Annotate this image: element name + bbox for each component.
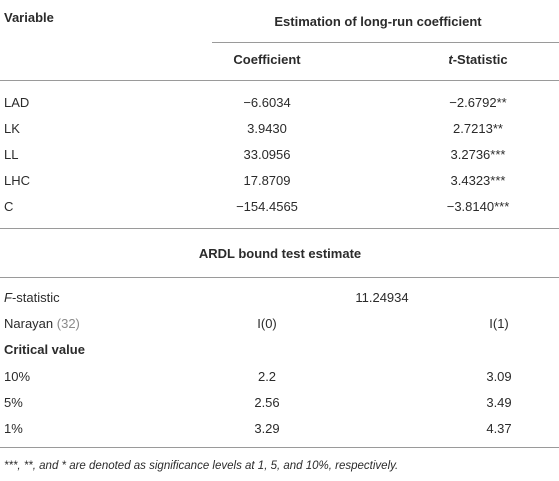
rule bbox=[0, 277, 559, 278]
critical-i0: 3.29 bbox=[254, 421, 280, 436]
coefficient: 17.8709 bbox=[243, 173, 291, 188]
significance-level: 5% bbox=[4, 395, 23, 410]
variable: LK bbox=[4, 121, 20, 136]
coefficient: −6.6034 bbox=[243, 95, 291, 110]
critical-i0: 2.2 bbox=[257, 369, 277, 384]
coefficient: 33.0956 bbox=[243, 147, 291, 162]
bound-label: I(0) bbox=[257, 316, 277, 331]
rule bbox=[0, 80, 559, 81]
t-statistic: 2.7213** bbox=[453, 121, 503, 136]
t-statistic: −2.6792** bbox=[449, 95, 507, 110]
coefficient: −154.4565 bbox=[236, 199, 298, 214]
coefficient: 3.9430 bbox=[247, 121, 287, 136]
t-statistic: −3.8140*** bbox=[446, 199, 510, 214]
variable: LL bbox=[4, 147, 19, 162]
header-column: t-Statistic bbox=[448, 52, 508, 67]
critical-i1: 3.09 bbox=[486, 369, 512, 384]
header-group: Estimation of long-run coefficient bbox=[274, 14, 482, 29]
rule bbox=[0, 228, 559, 229]
critical-i1: 3.49 bbox=[486, 395, 512, 410]
header-column: Coefficient bbox=[233, 52, 301, 67]
narayan-label: Narayan bbox=[4, 316, 54, 331]
t-statistic: 3.4323*** bbox=[450, 173, 506, 188]
variable: C bbox=[4, 199, 14, 214]
section-title: ARDL bound test estimate bbox=[198, 246, 362, 261]
significance-level: 1% bbox=[4, 421, 23, 436]
f-label: F-statistic bbox=[4, 290, 60, 305]
rule bbox=[0, 447, 559, 448]
citation[interactable]: (32) bbox=[56, 316, 80, 331]
variable: LHC bbox=[4, 173, 31, 188]
bound-label: I(1) bbox=[489, 316, 509, 331]
critical-value-label: Critical value bbox=[4, 342, 85, 357]
f-value: 11.24934 bbox=[355, 290, 409, 305]
critical-i1: 4.37 bbox=[486, 421, 512, 436]
t-statistic: 3.2736*** bbox=[450, 147, 506, 162]
rule bbox=[212, 42, 559, 43]
significance-level: 10% bbox=[4, 369, 31, 384]
footnote: ***, **, and * are denoted as significan… bbox=[4, 460, 399, 472]
variable: LAD bbox=[4, 95, 30, 110]
narayan-row: Narayan (32) bbox=[4, 316, 80, 332]
header-variable: Variable bbox=[4, 10, 54, 25]
critical-i0: 2.56 bbox=[254, 395, 280, 410]
